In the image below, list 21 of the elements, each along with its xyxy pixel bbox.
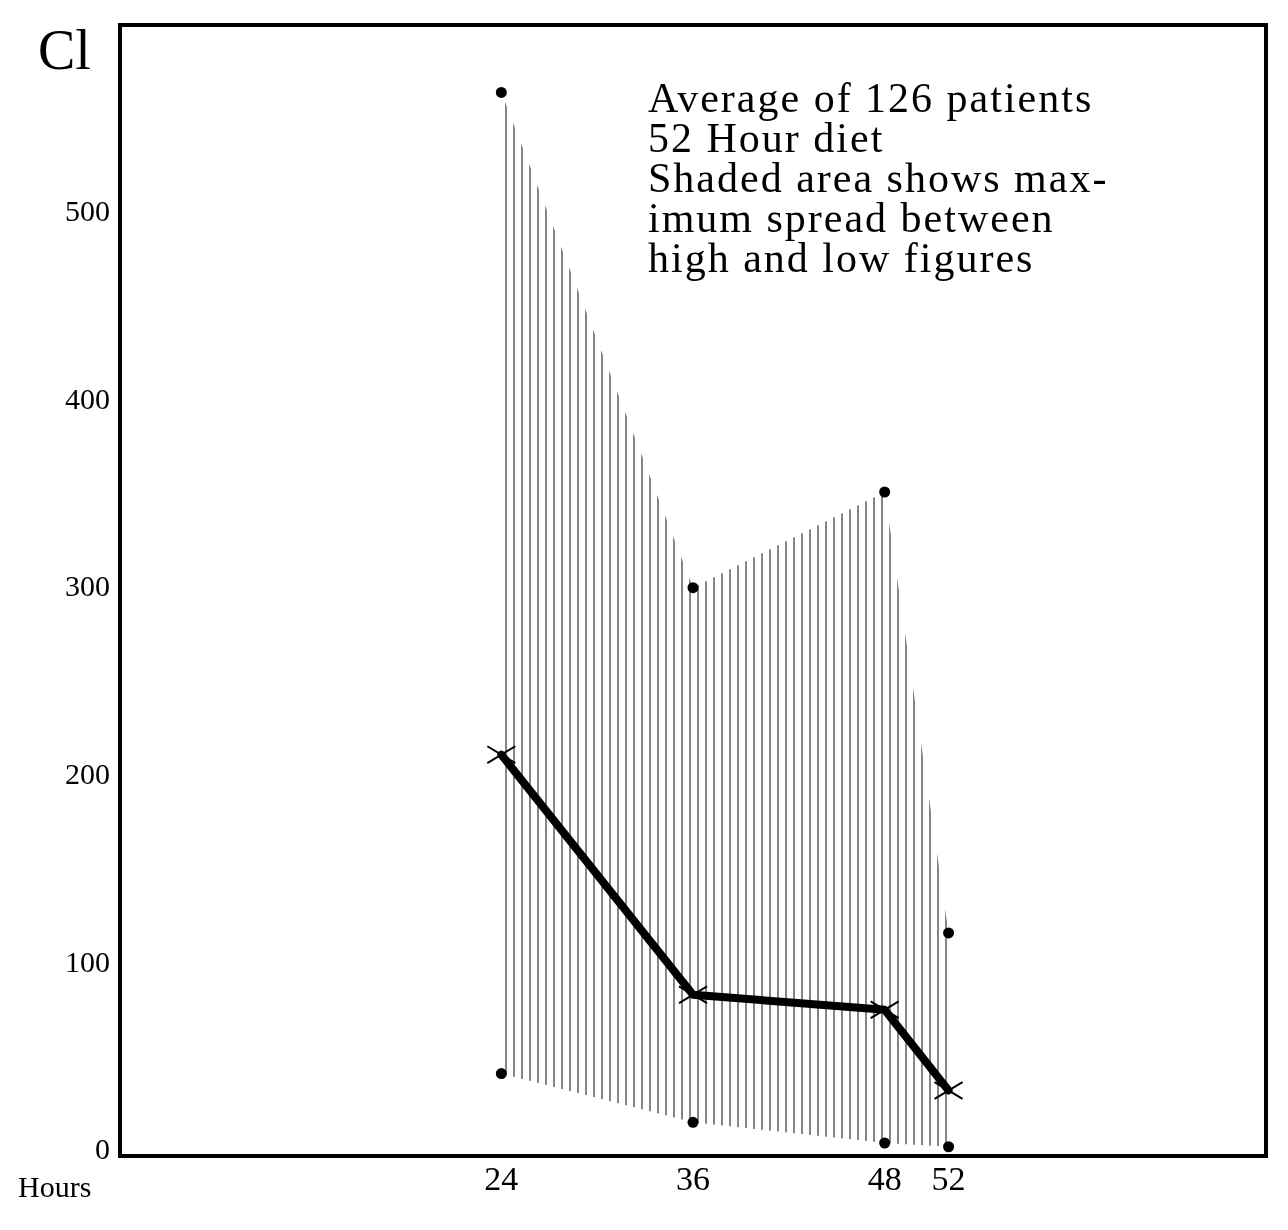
point [943, 927, 955, 939]
point [495, 1068, 507, 1080]
x-tick-label: 52 [931, 1160, 966, 1198]
y-tick-label: 500 [65, 194, 110, 228]
point [495, 86, 507, 98]
point [687, 1116, 699, 1128]
x-tick-label: 48 [867, 1160, 902, 1198]
point [879, 486, 891, 498]
x-tick-label: 24 [484, 1160, 519, 1198]
annotation: Shaded area shows max- [648, 155, 1109, 201]
y-tick-label: 200 [65, 757, 110, 791]
x-axis-title: Hours [18, 1170, 92, 1204]
point [943, 1141, 955, 1153]
point [879, 1137, 891, 1149]
y-axis-title: Cl [38, 18, 91, 82]
x-tick-label: 36 [676, 1160, 710, 1198]
y-tick-label: 400 [65, 381, 110, 415]
y-tick-label: 0 [95, 1132, 110, 1166]
y-tick-label: 300 [65, 569, 110, 603]
point [687, 582, 699, 594]
y-tick-label: 100 [65, 944, 110, 978]
